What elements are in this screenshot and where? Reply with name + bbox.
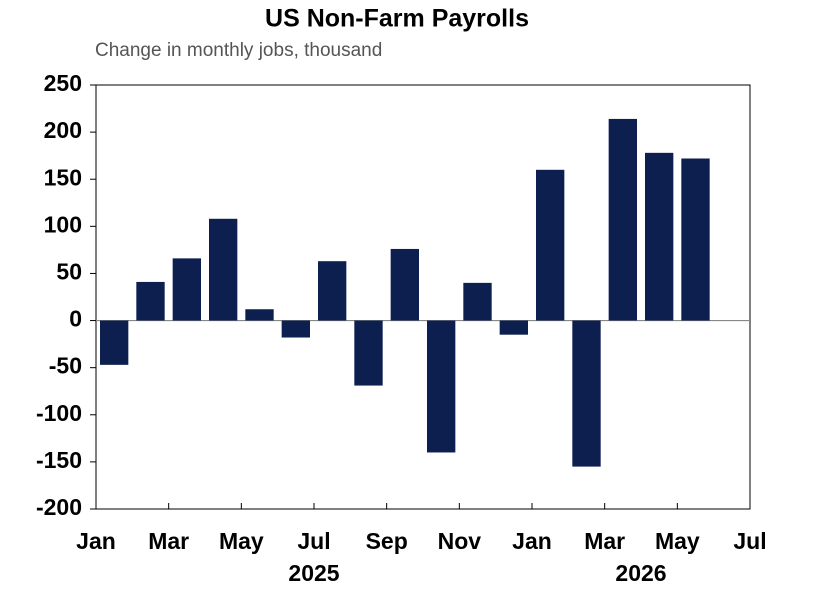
x-tick-label: Jan <box>512 528 552 554</box>
y-tick-label: -50 <box>49 353 82 379</box>
bar <box>681 158 710 321</box>
bar <box>499 320 529 335</box>
bar <box>99 320 129 365</box>
y-tick-label: 150 <box>44 164 82 190</box>
year-label: 2025 <box>288 560 339 586</box>
bar <box>608 118 638 321</box>
bar <box>390 248 420 321</box>
year-label: 2026 <box>615 560 666 586</box>
x-tick-label: Jul <box>297 528 330 554</box>
bar <box>644 152 674 321</box>
x-tick-label: Jul <box>733 528 766 554</box>
bar <box>572 320 601 467</box>
x-tick-label: May <box>655 528 700 554</box>
y-tick-label: 50 <box>56 259 82 285</box>
y-tick-label: 250 <box>44 70 82 96</box>
bar <box>172 258 202 321</box>
x-tick-label: Sep <box>366 528 408 554</box>
y-tick-label: -200 <box>36 494 82 520</box>
x-tick-label: Mar <box>584 528 625 554</box>
x-tick-label: Mar <box>148 528 189 554</box>
bar <box>535 169 565 321</box>
bar <box>426 320 456 453</box>
bar <box>208 218 238 321</box>
chart-title: US Non-Farm Payrolls <box>265 5 529 33</box>
bar <box>245 309 274 321</box>
bar <box>463 282 492 321</box>
y-tick-label: -100 <box>36 400 82 426</box>
bar <box>281 320 311 338</box>
bar <box>354 320 383 386</box>
chart-subtitle: Change in monthly jobs, thousand <box>95 40 382 61</box>
y-tick-label: 100 <box>44 211 82 237</box>
bar <box>317 261 347 321</box>
x-tick-label: Nov <box>438 528 482 554</box>
y-tick-label: -150 <box>36 447 82 473</box>
y-tick-label: 200 <box>44 117 82 143</box>
x-tick-label: May <box>219 528 264 554</box>
y-tick-label: 0 <box>69 306 82 332</box>
bar <box>136 281 165 321</box>
x-tick-label: Jan <box>76 528 116 554</box>
plot-frame <box>95 84 751 510</box>
